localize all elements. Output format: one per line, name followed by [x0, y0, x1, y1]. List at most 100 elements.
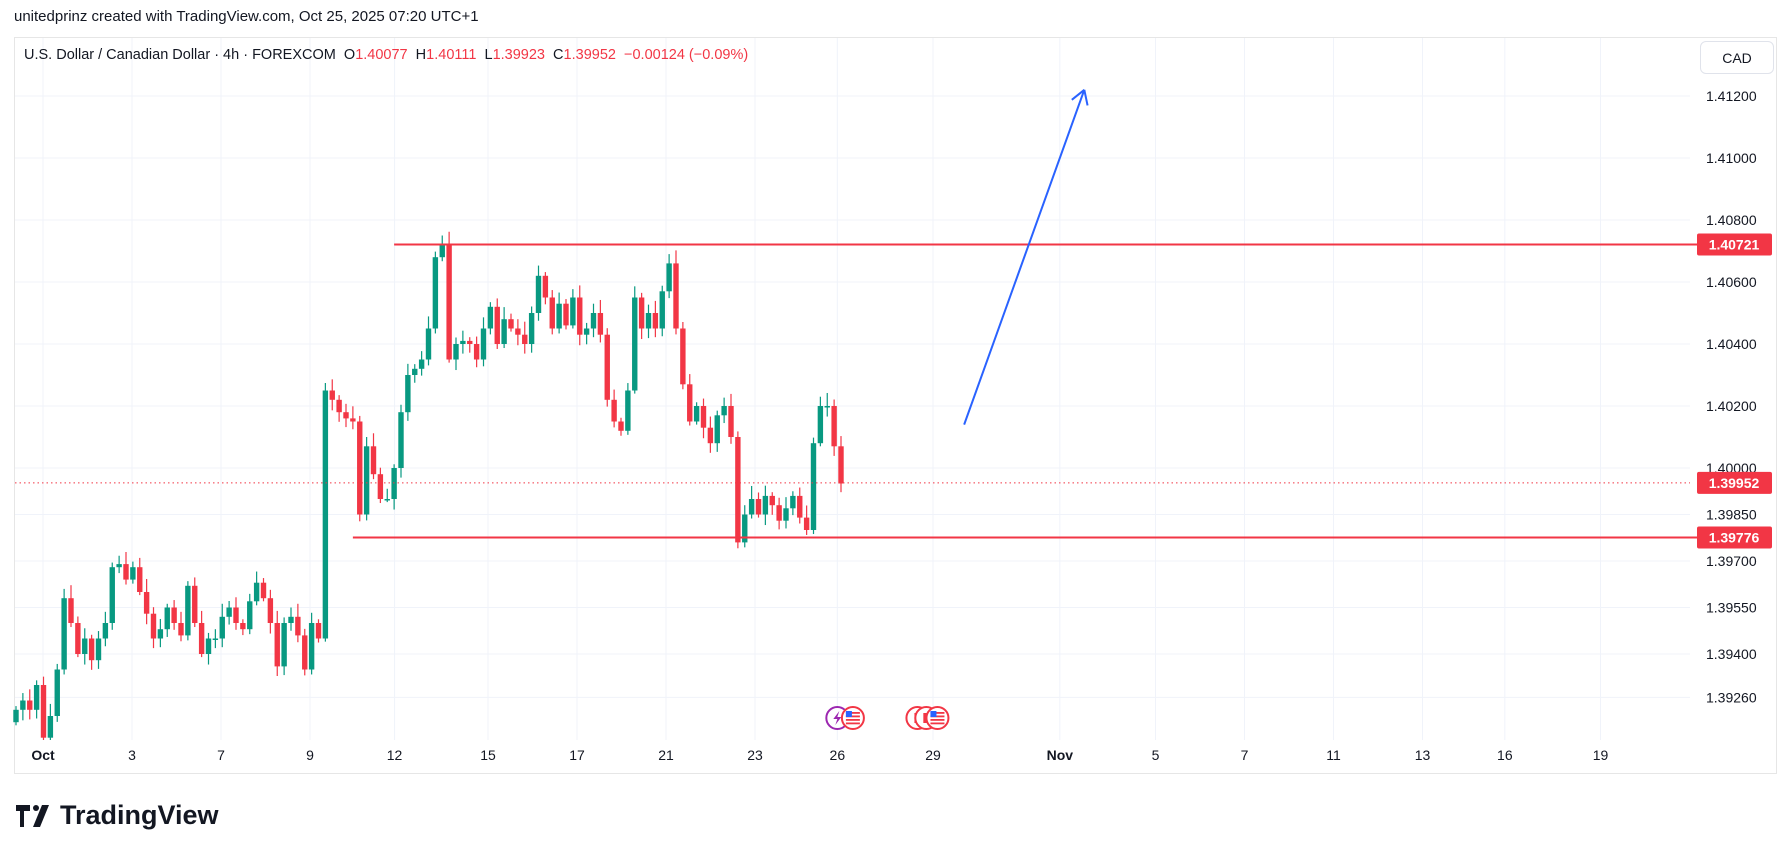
price-tick-label: 1.39550: [1706, 600, 1757, 616]
date-tick-label: 9: [306, 747, 314, 763]
candle-body: [233, 607, 239, 623]
candle-body: [384, 499, 390, 501]
candle-body: [267, 598, 274, 623]
change-value: −0.00124 (−0.09%): [624, 47, 749, 63]
candle-body: [528, 313, 535, 344]
candle-body: [673, 263, 679, 329]
candle-body: [762, 495, 769, 515]
candle-body: [109, 567, 115, 623]
candle-body: [693, 406, 700, 422]
date-tick-label: 7: [1241, 747, 1249, 763]
candle-body: [467, 340, 473, 344]
candle-body: [487, 306, 494, 329]
candle-body: [776, 505, 782, 521]
date-tick-label: 23: [747, 747, 763, 763]
open-label: O: [343, 47, 356, 63]
candle-body: [494, 306, 500, 344]
date-tick-label: 17: [569, 747, 585, 763]
candle-body: [480, 328, 487, 360]
date-tick-label: 29: [925, 747, 941, 763]
candle-body: [769, 495, 775, 506]
price-tick-label: 1.41000: [1706, 150, 1757, 166]
candle-body: [755, 499, 762, 515]
candle-body: [831, 406, 837, 447]
candle-body: [102, 623, 109, 639]
event-ring: [925, 706, 950, 730]
candle-body: [116, 564, 122, 568]
candle-body: [742, 514, 748, 543]
candle-body: [398, 412, 404, 468]
brand-name: TradingView: [60, 800, 219, 830]
date-tick-label: 3: [128, 747, 136, 763]
date-tick-label: 26: [830, 747, 846, 763]
candle-body: [707, 427, 714, 444]
candle-body: [343, 412, 349, 419]
support-price-label: 1.39776: [1709, 529, 1760, 545]
us-flag-icon[interactable]: [840, 706, 865, 730]
price-tick-label: 1.41200: [1706, 88, 1757, 104]
resistance-price-label: 1.40721: [1709, 236, 1760, 252]
candle-body: [418, 359, 425, 369]
price-tick-label: 1.39850: [1706, 507, 1757, 523]
candle-body: [412, 368, 418, 375]
low-value: 1.39923: [492, 47, 545, 63]
candle-body: [625, 390, 631, 431]
candle-body: [824, 406, 830, 408]
candle-body: [473, 344, 480, 360]
arrow-head: [1083, 89, 1089, 106]
candle-body: [590, 313, 597, 329]
tradingview-logo-icon: [16, 804, 49, 827]
candle-body: [61, 598, 67, 670]
flag-stripe: [845, 722, 860, 725]
flag-stripe: [930, 722, 945, 725]
date-tick-label: 15: [480, 747, 496, 763]
date-tick-label: 12: [387, 747, 403, 763]
candle-body: [350, 418, 356, 422]
flag-stripe: [930, 715, 945, 718]
candle-body: [460, 340, 466, 344]
price-tick-label: 1.39260: [1706, 689, 1757, 705]
date-tick-label: 13: [1415, 747, 1431, 763]
date-tick-label: 7: [217, 747, 225, 763]
candle-body: [192, 585, 198, 623]
price-tick-label: 1.39400: [1706, 646, 1757, 662]
candle-body: [288, 616, 294, 623]
tradingview-logo[interactable]: TradingView: [16, 800, 219, 831]
candle-body: [27, 700, 33, 710]
flag-canton: [930, 711, 937, 717]
currency-button[interactable]: CAD: [1700, 41, 1774, 74]
resistance-price-label-bg: [1697, 233, 1772, 256]
candle-body: [143, 592, 150, 614]
candle-body: [714, 415, 720, 444]
us-flag-icon[interactable]: [925, 706, 950, 730]
candle-body: [137, 567, 143, 592]
candle-body: [212, 638, 219, 640]
chart-frame: [14, 37, 1777, 774]
candle-body: [838, 446, 844, 484]
candle-body: [700, 406, 707, 428]
flag-stripe: [845, 719, 860, 721]
candle-body: [88, 638, 95, 661]
candle-body: [508, 319, 514, 329]
price-tick-label: 1.40600: [1706, 274, 1757, 290]
open-value: 1.40077: [355, 47, 408, 63]
candle-body: [748, 499, 755, 515]
candle-body: [810, 443, 817, 530]
price-tick-label: 1.39700: [1706, 553, 1757, 569]
close-value: 1.39952: [563, 47, 616, 63]
candle-body: [618, 421, 624, 431]
date-tick-label: 21: [658, 747, 674, 763]
candle-body: [205, 638, 212, 654]
candle-body: [54, 669, 60, 716]
candle-body: [185, 585, 191, 636]
candle-body: [226, 607, 232, 617]
low-label: L: [484, 47, 493, 63]
candle-body: [198, 623, 205, 654]
candle-body: [542, 275, 549, 298]
last-price-label-bg: [1697, 471, 1772, 494]
candle-body: [666, 263, 672, 292]
candle-body: [75, 623, 81, 654]
candle-body: [611, 399, 617, 422]
candle-body: [253, 582, 260, 602]
